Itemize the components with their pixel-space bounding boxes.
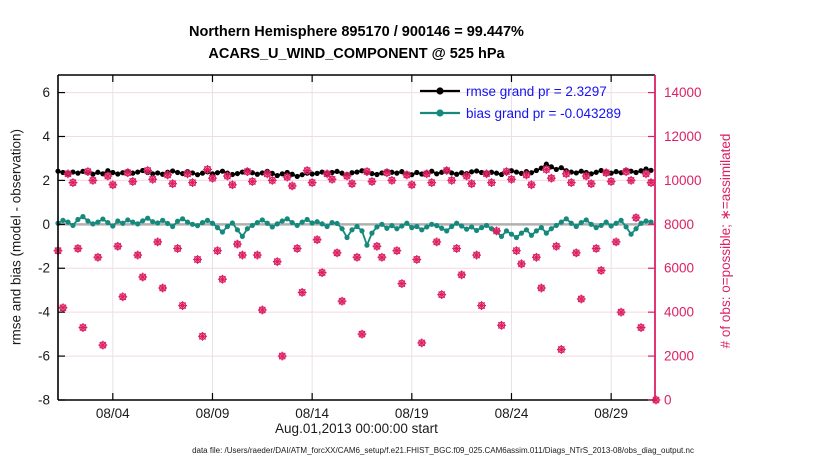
data-file-caption: data file: /Users/raeder/DAI/ATM_forcXX/… <box>192 446 694 455</box>
svg-text:08/24: 08/24 <box>495 406 529 421</box>
chart-title-line2: ACARS_U_WIND_COMPONENT @ 525 hPa <box>208 46 505 62</box>
legend-label-bias: bias grand pr = -0.043289 <box>466 105 621 121</box>
svg-text:8000: 8000 <box>664 217 694 232</box>
svg-text:12000: 12000 <box>664 129 702 144</box>
svg-text:0: 0 <box>42 217 50 232</box>
bias-line-marker-icon <box>420 109 460 117</box>
svg-text:2: 2 <box>42 173 50 188</box>
grid-lines <box>58 75 655 400</box>
tick-marks <box>58 75 655 401</box>
svg-text:2000: 2000 <box>664 349 694 364</box>
legend-item-rmse: rmse grand pr = 2.3297 <box>417 80 621 102</box>
svg-text:10000: 10000 <box>664 173 702 188</box>
svg-text:08/19: 08/19 <box>395 406 429 421</box>
legend-dot-bias <box>436 109 444 117</box>
legend-label-rmse: rmse grand pr = 2.3297 <box>466 83 607 99</box>
svg-text:08/04: 08/04 <box>96 406 130 421</box>
rmse-line-marker-icon <box>420 87 460 95</box>
tick-labels: 08/04 08/09 08/14 08/19 08/24 08/29 6 4 2 0 -2 -4 -6… <box>38 85 702 421</box>
svg-text:4: 4 <box>42 129 50 144</box>
svg-text:4000: 4000 <box>664 305 694 320</box>
svg-text:-8: -8 <box>38 393 50 408</box>
svg-text:0: 0 <box>664 393 672 408</box>
legend: rmse grand pr = 2.3297 bias grand pr = -… <box>417 80 621 124</box>
chart-title-line1: Northern Hemisphere 895170 / 900146 = 99… <box>189 24 524 40</box>
legend-item-bias: bias grand pr = -0.043289 <box>417 102 621 124</box>
series-obs_count_possible_and_assimilated <box>53 165 661 405</box>
right-axis-label: # of obs: o=possible; ∗=assimilated <box>718 133 733 349</box>
svg-text:-6: -6 <box>38 349 50 364</box>
series-bias <box>55 214 654 248</box>
svg-text:-2: -2 <box>38 261 50 276</box>
legend-dot-rmse <box>436 87 444 95</box>
x-axis-label: Aug.01,2013 00:00:00 start <box>275 421 438 436</box>
svg-text:-4: -4 <box>38 305 50 320</box>
svg-text:6: 6 <box>42 85 50 100</box>
svg-text:14000: 14000 <box>664 85 702 100</box>
svg-text:08/29: 08/29 <box>594 406 628 421</box>
left-axis-label: rmse and bias (model - observation) <box>8 128 24 346</box>
svg-text:08/09: 08/09 <box>196 406 230 421</box>
axes-frame <box>57 74 656 401</box>
svg-text:6000: 6000 <box>664 261 694 276</box>
svg-text:08/14: 08/14 <box>295 406 329 421</box>
